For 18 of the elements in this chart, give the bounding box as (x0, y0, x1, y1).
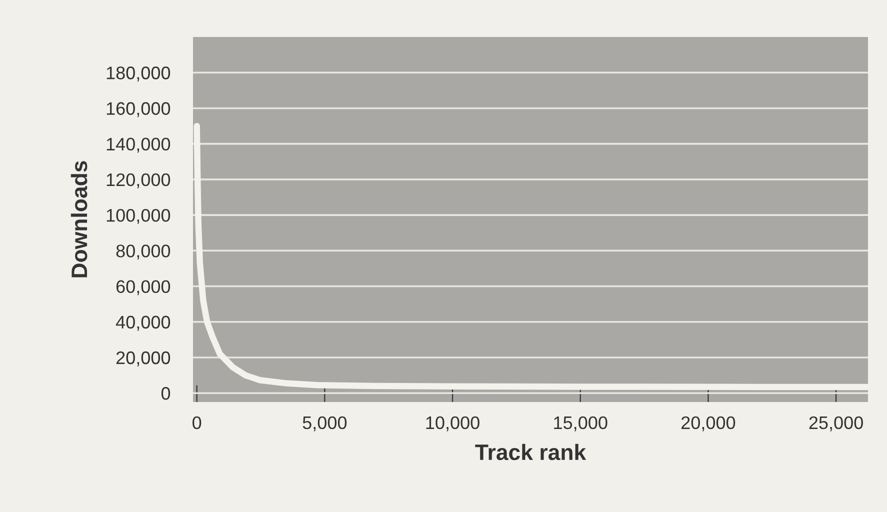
y-tick-label: 80,000 (116, 244, 170, 260)
x-tick-label: 5,000 (302, 416, 347, 432)
y-tick-label: 20,000 (116, 351, 170, 366)
x-tick-label: 25,000 (809, 416, 863, 432)
x-tick-label: 10,000 (426, 416, 480, 432)
y-tick-label: 40,000 (116, 316, 170, 331)
y-tick-label: 60,000 (116, 280, 170, 296)
y-tick-label: 160,000 (106, 102, 170, 118)
y-tick-label: 180,000 (106, 66, 170, 82)
y-tick-label: 100,000 (106, 208, 170, 224)
y-axis-title: Downloads (70, 161, 88, 278)
y-tick-label: 120,000 (106, 173, 170, 188)
x-tick-label: 15,000 (554, 416, 608, 432)
x-tick-label: 20,000 (682, 416, 736, 432)
x-tick-label: 0 (192, 416, 202, 430)
y-tick-label: 0 (161, 387, 170, 400)
y-tick-label: 140,000 (106, 138, 170, 153)
x-axis-title: Track rank (475, 444, 586, 460)
